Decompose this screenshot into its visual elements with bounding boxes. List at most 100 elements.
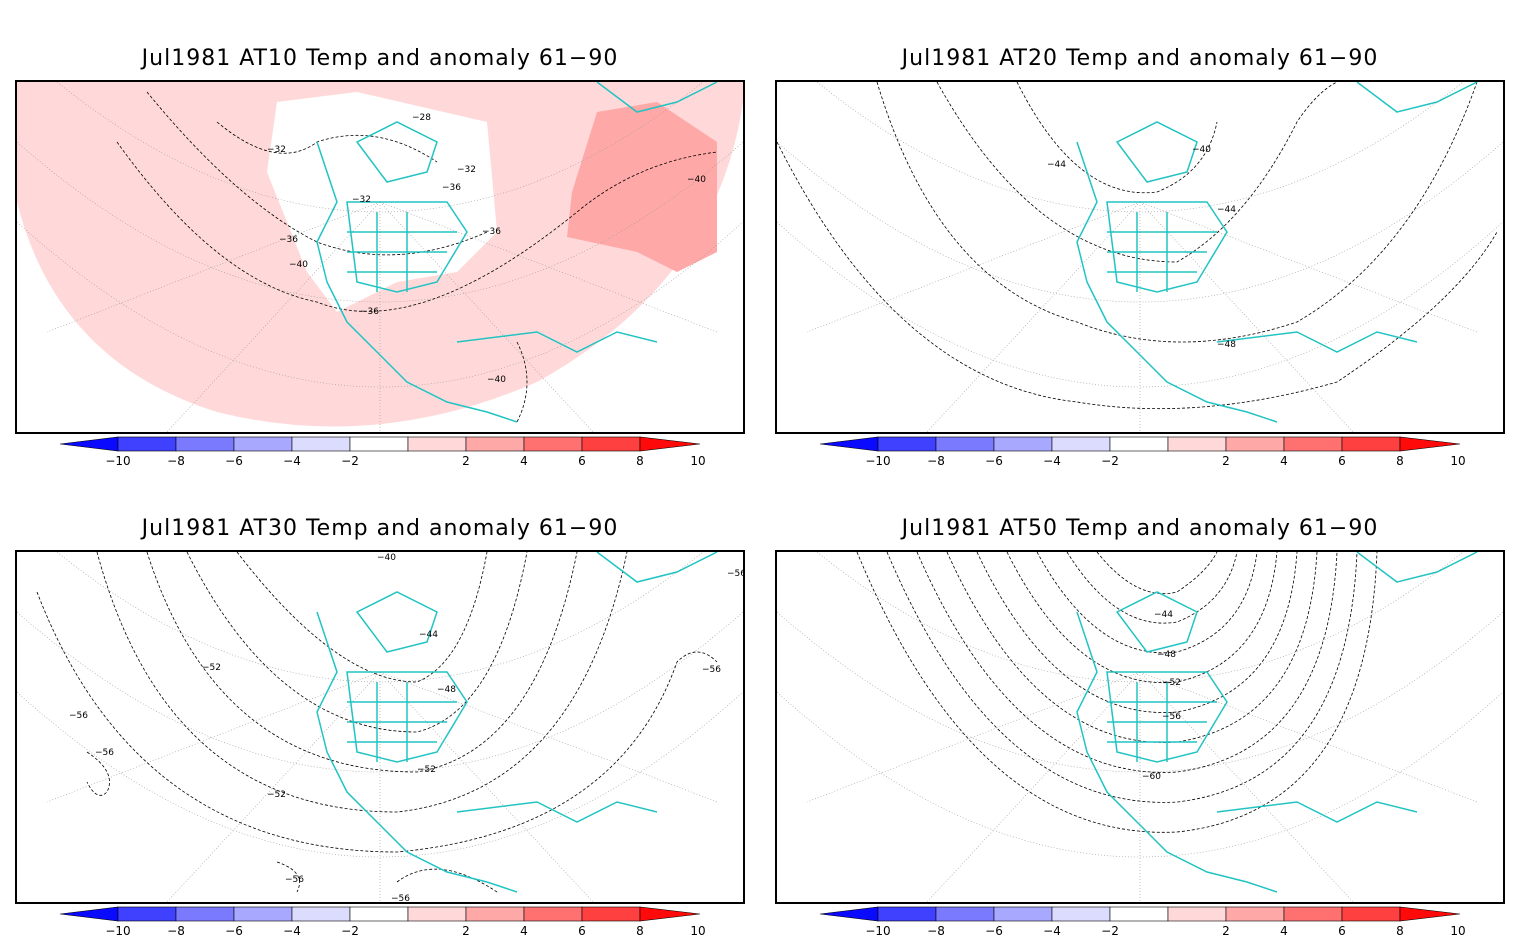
colorbar-segment [523, 906, 583, 922]
colorbar-arrow-low [820, 906, 879, 922]
colorbar-segment [1225, 436, 1285, 452]
map-panel-at10: Jul1981 AT10 Temp and anomaly 61−90 [15, 44, 745, 468]
colorbar-segment [1167, 436, 1227, 452]
colorbar: −10 −8 −6 −4 −2 2 4 6 8 10 [60, 436, 706, 468]
colorbar-tick-label: −10 [105, 924, 131, 938]
colorbar-arrow-low [820, 436, 879, 452]
colorbar-segment [1341, 436, 1401, 452]
colorbar-segment [1051, 906, 1111, 922]
colorbar: −10 −8 −6 −4 −2 2 4 6 8 10 [60, 906, 706, 938]
colorbar-tick-label: −4 [1043, 924, 1061, 938]
contour-label: −32 [267, 145, 286, 155]
contour-label: −40 [289, 260, 308, 270]
colorbar-tick-label: 4 [1280, 454, 1288, 468]
contour-label: −44 [1047, 160, 1066, 170]
panel-title: Jul1981 AT50 Temp and anomaly 61−90 [901, 516, 1379, 541]
panel-title: Jul1981 AT20 Temp and anomaly 61−90 [901, 46, 1379, 71]
colorbar-segment [581, 906, 641, 922]
colorbar: −10 −8 −6 −4 −2 2 4 6 8 10 [820, 906, 1466, 938]
colorbar-segment [935, 436, 995, 452]
contour-label: −44 [1154, 610, 1173, 620]
colorbar-segment [1167, 906, 1227, 922]
contour-label: −56 [1162, 712, 1181, 722]
colorbar-tick-label: 10 [690, 924, 706, 938]
colorbar-segment [935, 906, 995, 922]
colorbar-segment [349, 906, 409, 922]
contour-labels: −44 −48 −52 −56 −60 [1142, 610, 1181, 782]
colorbar-tick-label: −6 [985, 454, 1003, 468]
colorbar-segment [407, 906, 467, 922]
map-area: −44 −48 −52 −56 −60 [775, 550, 1505, 904]
colorbar-segment [523, 436, 583, 452]
colorbar-tick-label: 2 [462, 454, 470, 468]
contour-label: −36 [482, 227, 501, 237]
colorbar-tick-label: −10 [865, 924, 891, 938]
colorbar-segment [175, 436, 235, 452]
contour-labels: −40 −44 −48 −52 −56 −56 −56 −52 −52 −56 … [69, 553, 743, 902]
colorbar-arrow-low [60, 436, 119, 452]
colorbar-segment [291, 436, 351, 452]
colorbar-tick-label: 8 [636, 454, 644, 468]
contour-label: −40 [377, 553, 396, 563]
contour-label: −52 [202, 663, 221, 673]
colorbar-svg [60, 436, 700, 452]
colorbar-tick-label: −2 [341, 454, 359, 468]
colorbar-tick-label: −8 [927, 924, 945, 938]
contour-labels: −32 −36 −32 −36 −32 −28 −36 −40 −36 −40 … [267, 113, 706, 385]
contour-label: −36 [442, 183, 461, 193]
colorbar-tick-label: −8 [167, 924, 185, 938]
colorbar-segment [1283, 906, 1343, 922]
colorbar-segment [291, 906, 351, 922]
map-panel-at50: Jul1981 AT50 Temp and anomaly 61−90 [775, 514, 1505, 938]
colorbar-segment [175, 906, 235, 922]
colorbar-tick-label: 6 [1338, 924, 1346, 938]
colorbar-segment [117, 906, 177, 922]
map-area: −44 −40 −44 −48 [775, 80, 1505, 434]
colorbar-segment [877, 906, 937, 922]
colorbar-tick-label: 4 [520, 454, 528, 468]
colorbar-tick-label: −2 [341, 924, 359, 938]
colorbar-segment [349, 436, 409, 452]
contour-label: −48 [1157, 650, 1176, 660]
colorbar-segment [233, 436, 293, 452]
colorbar-tick-label: −8 [167, 454, 185, 468]
colorbar-tick-label: 10 [690, 454, 706, 468]
colorbar-tick-label: −4 [283, 454, 301, 468]
contour-label: −44 [1217, 205, 1236, 215]
colorbar-arrow-low [60, 906, 119, 922]
colorbar-segment [465, 436, 525, 452]
colorbar-arrow-high [1399, 436, 1460, 452]
colorbar-tick-label: −2 [1101, 924, 1119, 938]
colorbar-segment [1109, 436, 1169, 452]
contour-label: −56 [285, 875, 304, 885]
colorbar-segment [993, 906, 1053, 922]
colorbar-tick-label: 2 [1222, 454, 1230, 468]
contour-label: −56 [702, 665, 721, 675]
colorbar-tick-label: 4 [520, 924, 528, 938]
colorbar: −10 −8 −6 −4 −2 2 4 6 8 10 [820, 436, 1466, 468]
colorbar-segment [407, 436, 467, 452]
map-area: −40 −44 −48 −52 −56 −56 −56 −52 −52 −56 … [15, 550, 745, 904]
contour-label: −60 [1142, 772, 1161, 782]
colorbar-segment [1109, 906, 1169, 922]
contour-label: −52 [417, 765, 436, 775]
colorbar-tick-label: −2 [1101, 454, 1119, 468]
map-panel-at30: Jul1981 AT30 Temp and anomaly 61−90 [15, 514, 745, 938]
colorbar-segment [877, 436, 937, 452]
panel-title: Jul1981 AT30 Temp and anomaly 61−90 [141, 516, 619, 541]
contour-label: −52 [267, 790, 286, 800]
contour-label: −36 [360, 307, 379, 317]
contour-label: −36 [279, 235, 298, 245]
colorbar-tick-label: 10 [1450, 454, 1466, 468]
contour-label: −56 [391, 894, 410, 902]
colorbar-segment [993, 436, 1053, 452]
colorbar-tick-label: −4 [283, 924, 301, 938]
contour-label: −52 [1162, 678, 1181, 688]
contour-label: −48 [1217, 340, 1236, 350]
colorbar-tick-label: 6 [1338, 454, 1346, 468]
colorbar-tick-label: 2 [1222, 924, 1230, 938]
contour-labels: −44 −40 −44 −48 [1047, 145, 1236, 350]
colorbar-tick-label: 10 [1450, 924, 1466, 938]
colorbar-arrow-high [639, 436, 700, 452]
colorbar-arrow-high [639, 906, 700, 922]
